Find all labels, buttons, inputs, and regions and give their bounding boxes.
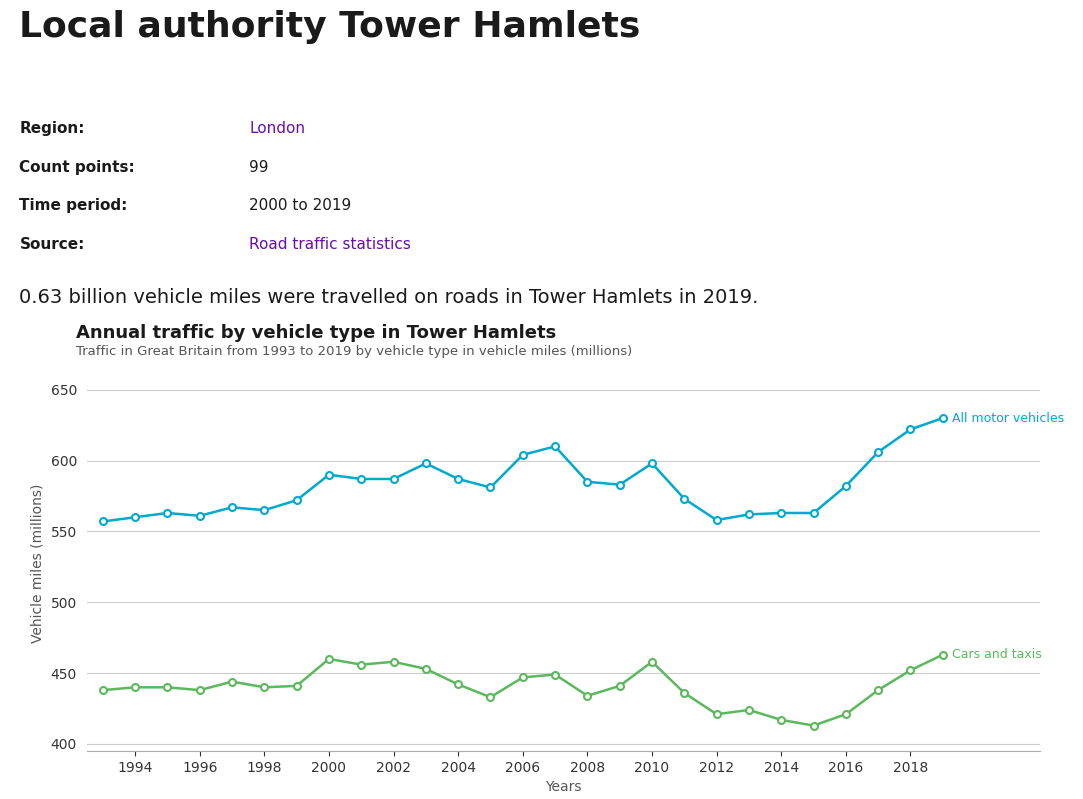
Text: 2000 to 2019: 2000 to 2019: [249, 198, 351, 213]
Text: 0.63 billion vehicle miles were travelled on roads in Tower Hamlets in 2019.: 0.63 billion vehicle miles were travelle…: [19, 288, 759, 307]
Text: 99: 99: [249, 160, 269, 175]
Text: Local authority Tower Hamlets: Local authority Tower Hamlets: [19, 10, 641, 44]
Y-axis label: Vehicle miles (millions): Vehicle miles (millions): [31, 483, 45, 643]
Text: Source:: Source:: [19, 237, 84, 252]
Text: All motor vehicles: All motor vehicles: [952, 411, 1065, 424]
X-axis label: Years: Years: [545, 781, 582, 794]
Text: Annual traffic by vehicle type in Tower Hamlets: Annual traffic by vehicle type in Tower …: [76, 324, 556, 342]
Text: Time period:: Time period:: [19, 198, 128, 213]
Text: Road traffic statistics: Road traffic statistics: [249, 237, 410, 252]
Text: Traffic in Great Britain from 1993 to 2019 by vehicle type in vehicle miles (mil: Traffic in Great Britain from 1993 to 20…: [76, 345, 632, 358]
Text: Cars and taxis: Cars and taxis: [952, 648, 1042, 662]
Text: Region:: Region:: [19, 121, 84, 137]
Text: Count points:: Count points:: [19, 160, 135, 175]
Text: London: London: [249, 121, 305, 137]
